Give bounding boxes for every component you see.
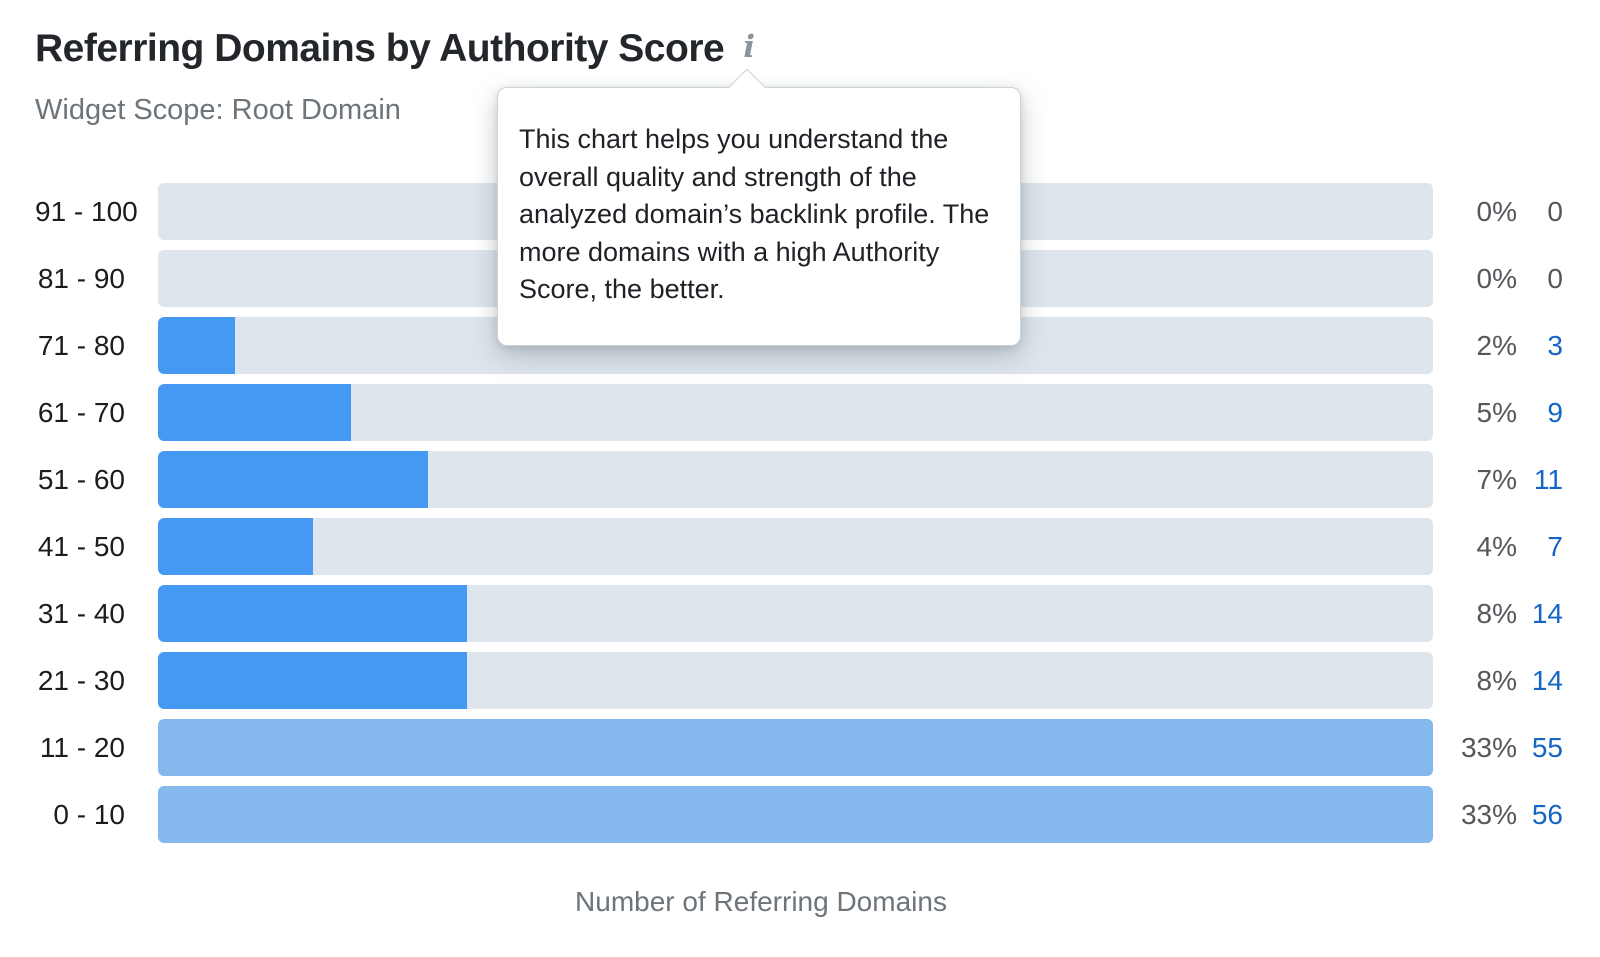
row-range-label: 91 - 100 xyxy=(35,195,138,227)
bar-fill xyxy=(158,518,313,575)
row-range-label: 41 - 50 xyxy=(37,530,125,562)
bar-track[interactable] xyxy=(158,518,1433,575)
bar-track[interactable] xyxy=(158,585,1433,642)
row-count[interactable]: 56 xyxy=(1531,798,1563,830)
row-count[interactable]: 14 xyxy=(1531,664,1563,696)
row-range-label: 61 - 70 xyxy=(37,396,125,428)
row-count[interactable]: 3 xyxy=(1547,329,1563,361)
row-count[interactable]: 0 xyxy=(1547,195,1563,227)
info-tooltip: This chart helps you understand the over… xyxy=(497,68,1021,346)
bar-fill xyxy=(158,384,352,441)
row-count[interactable]: 55 xyxy=(1531,731,1563,763)
row-range-label: 51 - 60 xyxy=(37,463,125,495)
page-title: Referring Domains by Authority Score xyxy=(35,27,725,70)
row-percent: 33% xyxy=(1460,731,1517,763)
row-range-label: 71 - 80 xyxy=(37,329,125,361)
bar-fill xyxy=(158,585,468,642)
row-percent: 0% xyxy=(1476,262,1517,294)
row-percent: 33% xyxy=(1460,798,1517,830)
chart-rows: 91 - 100 0% 0 81 - 90 0% 0 71 - 80 2% 3 … xyxy=(35,183,1563,843)
row-count[interactable]: 0 xyxy=(1547,262,1563,294)
widget-scope-label: Widget Scope: Root Domain xyxy=(35,94,401,126)
chart-row: 21 - 30 8% 14 xyxy=(35,652,1563,709)
row-percent: 2% xyxy=(1476,329,1517,361)
chart-row: 11 - 20 33% 55 xyxy=(35,719,1563,776)
row-count[interactable]: 14 xyxy=(1531,597,1563,629)
chart-row: 61 - 70 5% 9 xyxy=(35,384,1563,441)
bar-track[interactable] xyxy=(158,451,1433,508)
tooltip-caret-icon xyxy=(728,68,766,106)
row-range-label: 31 - 40 xyxy=(37,597,125,629)
row-percent: 7% xyxy=(1476,463,1517,495)
bar-fill xyxy=(158,652,468,709)
bar-fill xyxy=(158,451,429,508)
bar-track[interactable] xyxy=(158,384,1433,441)
widget-header: Referring Domains by Authority Score i xyxy=(35,26,755,72)
row-percent: 8% xyxy=(1476,597,1517,629)
chart-row: 0 - 10 33% 56 xyxy=(35,786,1563,843)
row-range-label: 81 - 90 xyxy=(37,262,125,294)
row-range-label: 0 - 10 xyxy=(53,798,125,830)
row-percent: 4% xyxy=(1476,530,1517,562)
bar-fill xyxy=(158,786,1433,843)
row-range-label: 21 - 30 xyxy=(37,664,125,696)
row-percent: 5% xyxy=(1476,396,1517,428)
row-count[interactable]: 9 xyxy=(1547,396,1563,428)
x-axis-label: Number of Referring Domains xyxy=(575,886,947,917)
bar-fill xyxy=(158,317,236,374)
bar-track[interactable] xyxy=(158,652,1433,709)
bar-fill xyxy=(158,719,1433,776)
row-count[interactable]: 7 xyxy=(1547,530,1563,562)
chart-row: 31 - 40 8% 14 xyxy=(35,585,1563,642)
tooltip-text: This chart helps you understand the over… xyxy=(519,124,990,304)
row-range-label: 11 - 20 xyxy=(39,731,125,763)
row-count[interactable]: 11 xyxy=(1533,463,1563,495)
row-percent: 8% xyxy=(1476,664,1517,696)
chart-row: 51 - 60 7% 11 xyxy=(35,451,1563,508)
bar-track[interactable] xyxy=(158,786,1433,843)
info-icon[interactable]: i xyxy=(743,29,755,65)
chart-row: 41 - 50 4% 7 xyxy=(35,518,1563,575)
bar-track[interactable] xyxy=(158,719,1433,776)
row-percent: 0% xyxy=(1476,195,1517,227)
